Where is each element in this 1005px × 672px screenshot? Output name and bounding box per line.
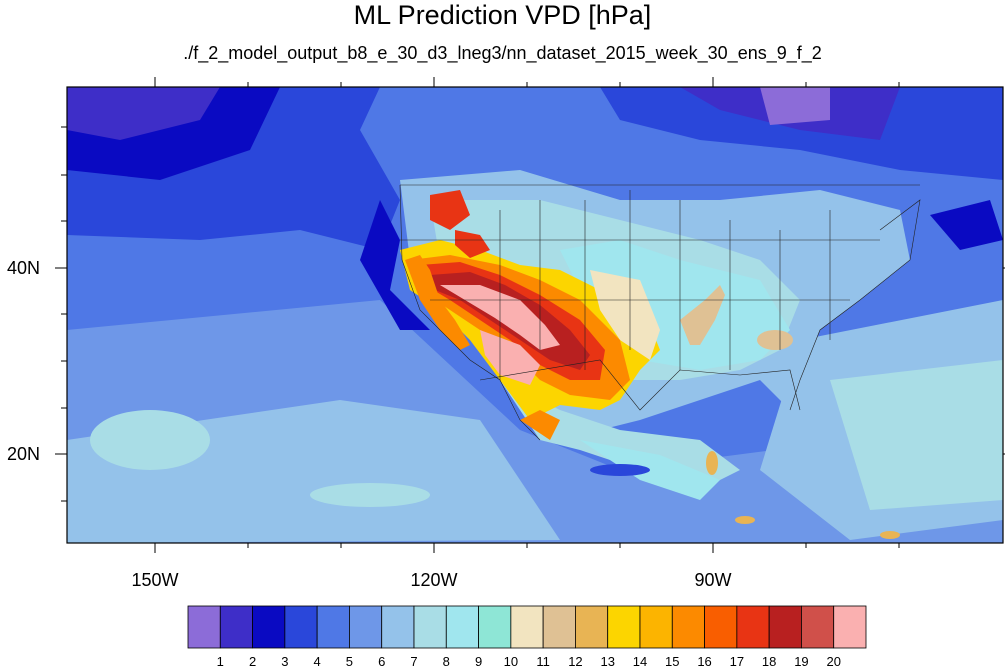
colorbar-label: 13: [600, 654, 615, 669]
colorbar-label: 17: [729, 654, 745, 669]
map-title: ML Prediction VPD [hPa]: [353, 0, 652, 30]
colorbar-label: 5: [345, 654, 354, 669]
colorbar-swatch: [413, 605, 447, 649]
colorbar-swatch: [284, 605, 318, 649]
colorbar-label: 10: [503, 654, 519, 669]
colorbar-label: 20: [826, 654, 841, 669]
colorbar-label: 19: [794, 654, 809, 669]
colorbar-label: 1: [216, 654, 224, 669]
colorbar-swatch: [252, 605, 286, 649]
map-frame: [66, 86, 1004, 544]
colorbar-swatch: [219, 605, 253, 649]
map-field: [67, 87, 1003, 543]
colorbar-swatch: [316, 605, 350, 649]
colorbar-swatch: [607, 605, 641, 649]
boundary-lines: [399, 184, 921, 441]
colorbar-label: 12: [568, 654, 583, 669]
colorbar-label: 6: [378, 654, 386, 669]
lon-label: 90W: [694, 570, 732, 590]
colorbar-label: 2: [248, 654, 257, 669]
colorbar-swatch: [736, 605, 770, 649]
colorbar-swatch: [768, 605, 802, 649]
colorbar-label: 8: [442, 654, 450, 669]
colorbar-swatch: [187, 605, 221, 649]
colorbar-swatch: [349, 605, 383, 649]
colorbar-swatch: [478, 605, 512, 649]
colorbar-label: 4: [313, 654, 321, 669]
colorbar-label: 14: [632, 654, 648, 669]
colorbar-label: 9: [474, 654, 483, 669]
lat-label: 40N: [6, 258, 40, 278]
colorbar-swatch: [381, 605, 415, 649]
colorbar-swatch: [704, 605, 738, 649]
colorbar-swatch: [575, 605, 609, 649]
colorbar-label: 11: [536, 654, 550, 669]
colorbar-label: 3: [281, 654, 289, 669]
map-subtitle: ./f_2_model_output_b8_e_30_d3_lneg3/nn_d…: [183, 43, 822, 63]
colorbar-swatch: [801, 605, 835, 649]
colorbar-label: 18: [761, 654, 777, 669]
lat-label: 20N: [6, 444, 40, 464]
colorbar: [187, 605, 867, 649]
colorbar-label: 7: [410, 654, 418, 669]
colorbar-swatch: [833, 605, 867, 649]
colorbar-swatch: [671, 605, 705, 649]
lon-label: 120W: [410, 570, 458, 590]
colorbar-label: 16: [697, 654, 712, 669]
lon-label: 150W: [131, 570, 179, 590]
colorbar-label: 15: [665, 654, 680, 669]
axis-ticks: [55, 77, 1005, 553]
colorbar-swatch: [639, 605, 673, 649]
colorbar-swatch: [445, 605, 479, 649]
colorbar-swatch: [542, 605, 576, 649]
colorbar-swatch: [510, 605, 544, 649]
